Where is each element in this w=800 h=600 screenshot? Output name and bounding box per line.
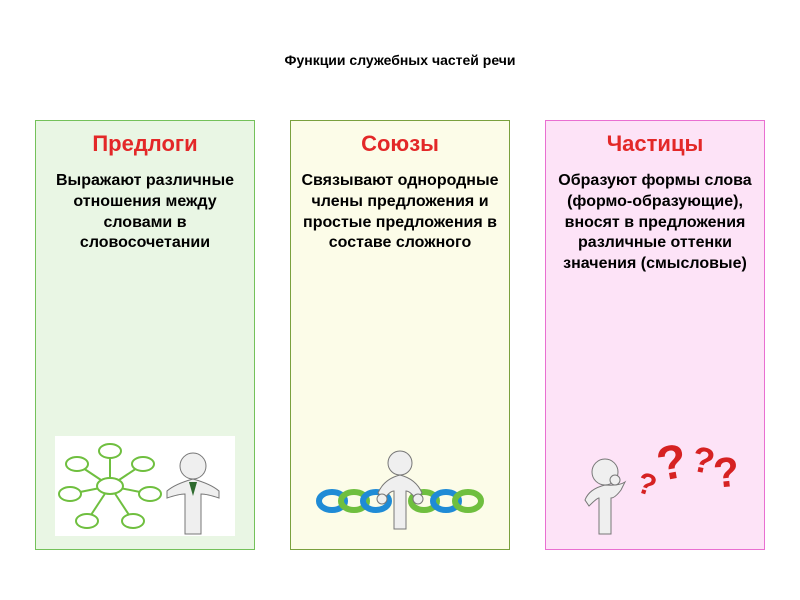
card-illustration: ? ? ? ? [554, 431, 756, 541]
card-desc: Образуют формы слова (формо-образующие),… [554, 171, 756, 275]
card-desc: Связывают однородные члены предложения и… [299, 171, 501, 254]
figure-hub-icon [55, 436, 235, 536]
svg-text:?: ? [653, 436, 691, 492]
svg-text:?: ? [711, 448, 741, 497]
page-title: Функции служебных частей речи [0, 52, 800, 68]
card-particles: Частицы Образуют формы слова (формо-обра… [545, 120, 765, 550]
card-desc: Выражают различные отношения между слова… [44, 171, 246, 254]
card-heading: Союзы [299, 131, 501, 157]
card-heading: Частицы [554, 131, 756, 157]
card-conjunctions: Союзы Связывают однородные члены предлож… [290, 120, 510, 550]
card-prepositions: Предлоги Выражают различные отношения ме… [35, 120, 255, 550]
card-illustration [44, 431, 246, 541]
figure-chain-icon [310, 441, 490, 531]
card-heading: Предлоги [44, 131, 246, 157]
svg-text:?: ? [633, 466, 661, 503]
figure-questions-icon: ? ? ? ? [565, 436, 745, 536]
cards-row: Предлоги Выражают различные отношения ме… [35, 120, 765, 550]
card-illustration [299, 431, 501, 541]
